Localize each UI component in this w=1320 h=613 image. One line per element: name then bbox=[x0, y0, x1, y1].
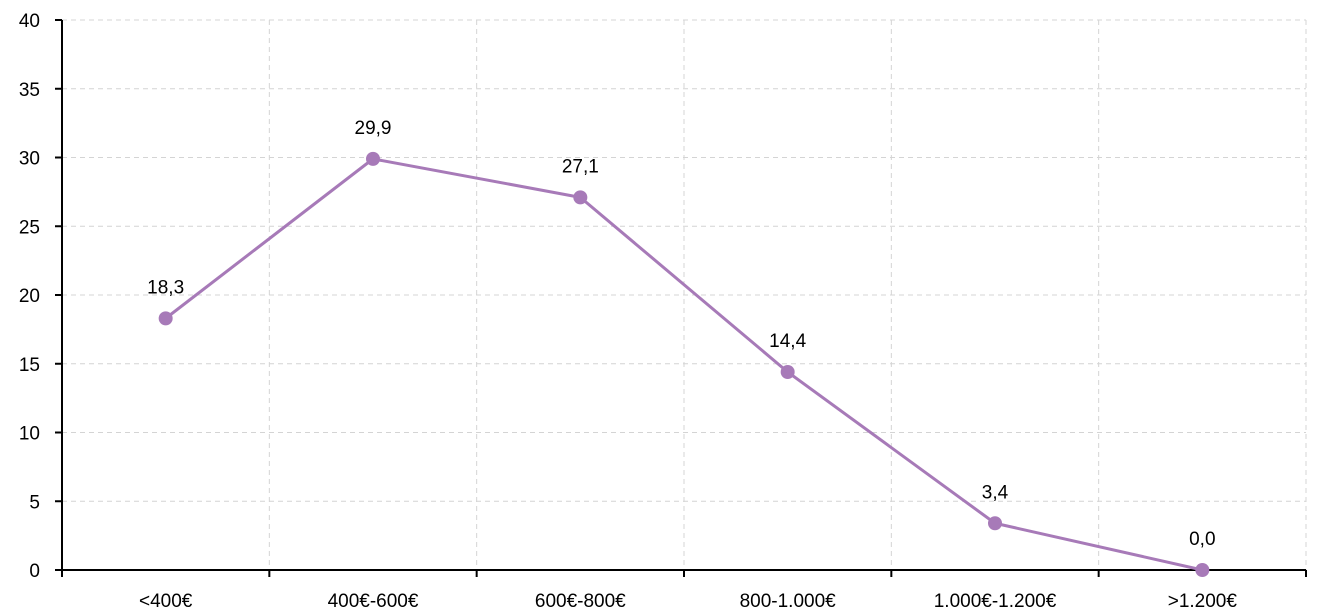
data-label: 29,9 bbox=[355, 118, 392, 139]
x-tick-label: 600€-800€ bbox=[535, 591, 626, 612]
y-tick-label: 5 bbox=[29, 492, 40, 513]
y-tick-label: 15 bbox=[19, 355, 40, 376]
x-tick-label: >1.200€ bbox=[1168, 591, 1238, 612]
series-line bbox=[164, 157, 1203, 572]
labels-layer: 18,3 29,9 27,1 14,4 3,4 0,0 bbox=[147, 118, 1215, 550]
data-point bbox=[158, 311, 173, 326]
data-point bbox=[573, 190, 588, 205]
data-label: 0,0 bbox=[1189, 529, 1215, 550]
data-point bbox=[366, 151, 380, 166]
series-layer bbox=[158, 151, 1210, 577]
y-tick-label: 35 bbox=[19, 80, 40, 101]
data-label: 18,3 bbox=[147, 277, 184, 298]
y-tick-label: 40 bbox=[19, 11, 40, 32]
data-point bbox=[1195, 563, 1210, 577]
x-tick-label: 1.000€-1.200€ bbox=[934, 591, 1057, 612]
data-label: 14,4 bbox=[769, 331, 806, 352]
grid-lines bbox=[62, 19, 1307, 570]
y-tick-label: 30 bbox=[19, 149, 40, 170]
data-point bbox=[780, 365, 795, 379]
data-point bbox=[988, 516, 1002, 531]
x-tick-label: <400€ bbox=[139, 591, 193, 612]
data-label: 27,1 bbox=[562, 156, 599, 177]
y-tick-label: 25 bbox=[19, 217, 40, 238]
x-tick-label: 800-1.000€ bbox=[740, 591, 837, 612]
y-tick-label: 20 bbox=[19, 286, 40, 307]
x-tick-label: 400€-600€ bbox=[328, 591, 419, 612]
y-tick-label: 0 bbox=[29, 561, 40, 582]
y-tick-label: 10 bbox=[19, 424, 40, 445]
data-label: 3,4 bbox=[982, 482, 1009, 503]
axes: 0 5 10 15 20 25 30 35 40 <400€ 400€-600€ 600€-800€ 8… bbox=[19, 11, 1307, 612]
